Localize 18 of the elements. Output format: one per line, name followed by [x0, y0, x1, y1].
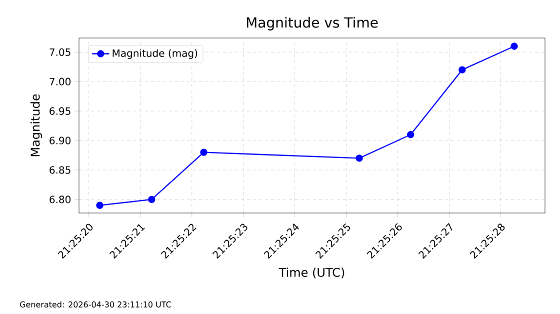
point	[458, 66, 466, 74]
point	[96, 202, 104, 209]
y-tick-label: 7.00	[50, 78, 71, 86]
point	[200, 148, 208, 156]
y-tick-label: 6.95	[50, 107, 70, 115]
point	[510, 42, 518, 50]
y-tick-label: 6.90	[50, 136, 71, 144]
x-axis-title: Time (UTC)	[278, 268, 344, 278]
legend-label: Magnitude (mag)	[112, 49, 198, 59]
point	[148, 196, 156, 204]
point	[356, 154, 363, 162]
y-tick-label: 6.80	[50, 196, 71, 204]
y-tick-label: 6.85	[50, 166, 70, 174]
y-tick-label: 7.05	[50, 48, 70, 56]
y-axis-title: Magnitude	[30, 94, 42, 156]
text: Generated: 2026-04-30 23:11:10 UTC	[20, 301, 171, 308]
chart-title: Magnitude vs Time	[246, 16, 378, 30]
point	[407, 131, 414, 138]
